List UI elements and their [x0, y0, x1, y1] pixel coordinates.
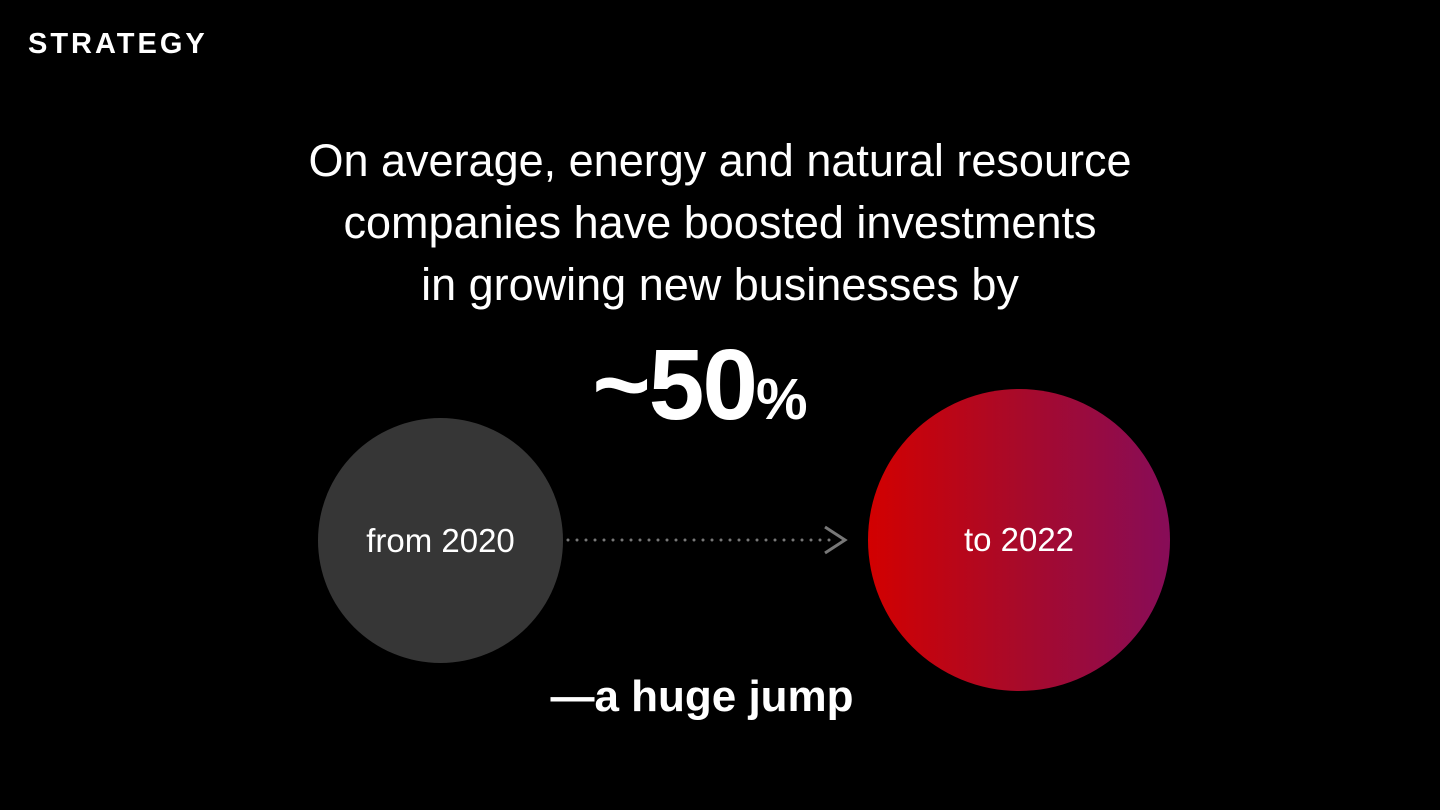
to-label: to 2022 [963, 521, 1075, 558]
dotted-arrow-right-icon [566, 525, 848, 555]
tagline: —a huge jump [550, 672, 854, 721]
headline-line: in growing new businesses by [421, 259, 1019, 310]
to-circle: to 2022 [868, 389, 1170, 691]
from-label: from 2020 [366, 521, 515, 559]
stat-unit: % [756, 367, 808, 432]
stat-number: ~50 [592, 329, 758, 441]
section-label: STRATEGY [28, 28, 208, 60]
headline: On average, energy and natural resource … [0, 130, 1440, 316]
from-circle: from 2020 [318, 418, 563, 663]
headline-line: companies have boosted investments [343, 197, 1097, 248]
stat-value: ~50% [0, 328, 1400, 443]
arrow-head [824, 525, 848, 555]
headline-line: On average, energy and natural resource [308, 135, 1132, 186]
